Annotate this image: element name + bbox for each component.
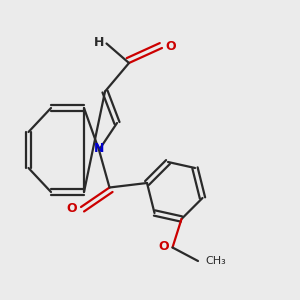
Text: O: O bbox=[166, 40, 176, 53]
Text: CH₃: CH₃ bbox=[206, 256, 226, 266]
Text: O: O bbox=[67, 202, 77, 215]
Text: O: O bbox=[158, 239, 169, 253]
Text: H: H bbox=[94, 35, 104, 49]
Text: N: N bbox=[94, 142, 104, 155]
